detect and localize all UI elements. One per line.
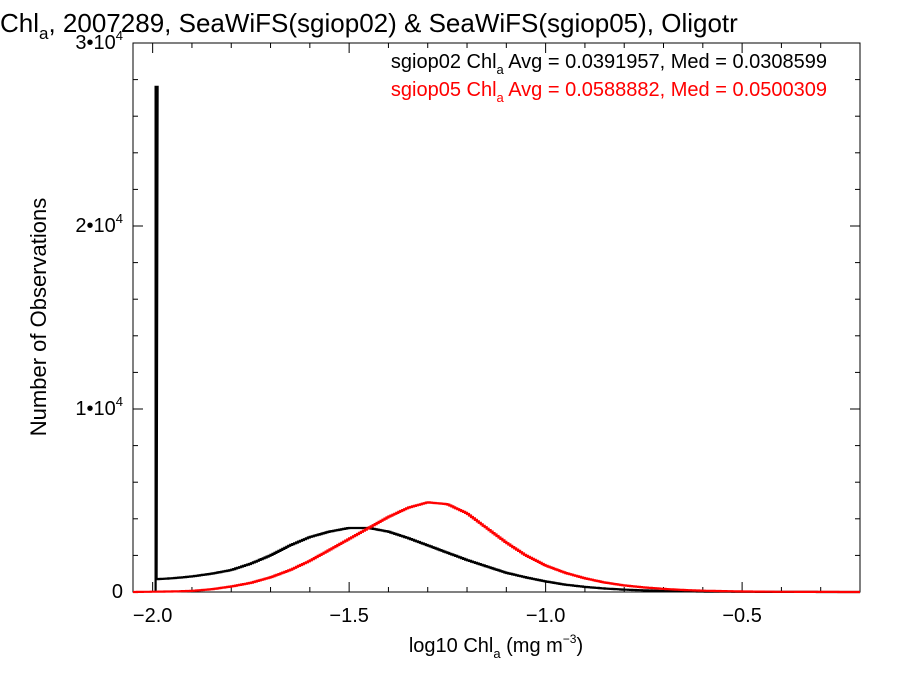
y-tick-label: 0 bbox=[112, 581, 123, 603]
x-tick-label: −0.5 bbox=[722, 605, 761, 627]
legend-entry-sgiop02: sgiop02 Chla Avg = 0.0391957, Med = 0.03… bbox=[391, 51, 827, 77]
series-sgiop02 bbox=[154, 85, 860, 594]
x-tick-label: −1.0 bbox=[526, 605, 565, 627]
legend-entry-sgiop05: sgiop05 Chla Avg = 0.0588882, Med = 0.05… bbox=[391, 79, 827, 105]
y-tick-label: 2•104 bbox=[75, 211, 123, 237]
series-layer bbox=[133, 85, 860, 594]
axis-ticks: −2.0 −1.5 −1.0 −0.5 0 1•104 2•104 3•104 bbox=[75, 28, 861, 627]
y-tick-label: 1•104 bbox=[75, 394, 123, 420]
y-axis-label: Number of Observations bbox=[26, 198, 51, 436]
y-tick-label: 3•104 bbox=[75, 28, 123, 54]
plot-frame bbox=[132, 42, 861, 593]
x-tick-label: −2.0 bbox=[133, 605, 172, 627]
chart-title: Chla, 2007289, SeaWiFS(sgiop02) & SeaWiF… bbox=[0, 8, 738, 43]
x-axis-label: log10 Chla (mg m−3) bbox=[409, 632, 583, 661]
x-tick-label: −1.5 bbox=[329, 605, 368, 627]
series-sgiop05 bbox=[133, 501, 860, 594]
